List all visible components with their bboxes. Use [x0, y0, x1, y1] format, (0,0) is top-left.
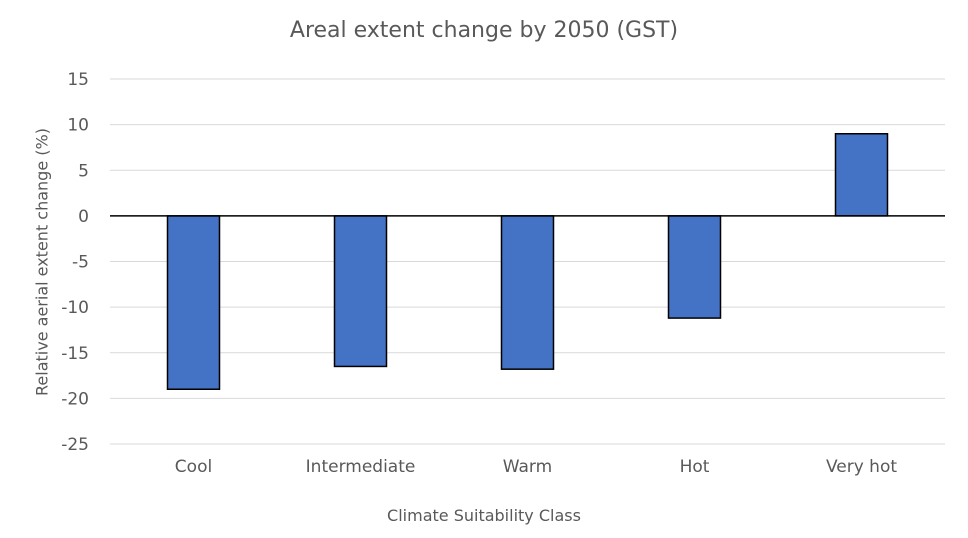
- bar-hot: [667, 215, 722, 319]
- y-tick-label: -25: [61, 435, 89, 455]
- x-category-labels: Cool Intermediate Warm Hot Very hot: [175, 457, 898, 477]
- y-tick-label: 5: [78, 161, 89, 181]
- bar-warm: [500, 215, 555, 370]
- y-tick-labels: 15 10 5 0 -5 -10 -15 -20 -25: [61, 70, 89, 455]
- bar-intermediate: [333, 215, 388, 368]
- x-category-label: Cool: [175, 457, 212, 477]
- y-tick-label: 15: [67, 70, 89, 90]
- bar-cool: [166, 215, 221, 390]
- x-category-label: Warm: [503, 457, 552, 477]
- y-tick-label: -15: [61, 344, 89, 364]
- y-tick-label: -10: [61, 298, 89, 318]
- y-tick-label: 10: [67, 116, 89, 136]
- x-axis-title: Climate Suitability Class: [387, 506, 581, 525]
- bar-very-hot: [834, 133, 889, 217]
- y-tick-label: 0: [78, 207, 89, 227]
- y-tick-label: -5: [72, 253, 89, 273]
- x-category-label: Hot: [680, 457, 710, 477]
- bars: [166, 133, 889, 390]
- chart-title: Areal extent change by 2050 (GST): [289, 18, 679, 43]
- x-category-label: Very hot: [826, 457, 897, 477]
- y-tick-label: -20: [61, 389, 89, 409]
- x-category-label: Intermediate: [306, 457, 416, 477]
